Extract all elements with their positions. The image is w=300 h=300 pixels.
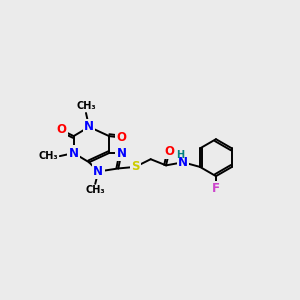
Text: CH₃: CH₃ — [39, 151, 58, 161]
Text: CH₃: CH₃ — [76, 101, 96, 112]
Text: O: O — [164, 145, 174, 158]
Text: O: O — [116, 131, 126, 144]
Text: S: S — [131, 160, 140, 173]
Text: H: H — [176, 150, 184, 160]
Text: N: N — [93, 165, 103, 178]
Text: CH₃: CH₃ — [85, 185, 105, 195]
Text: N: N — [84, 120, 94, 134]
Text: O: O — [56, 123, 66, 136]
Text: N: N — [116, 146, 126, 160]
Text: N: N — [178, 156, 188, 169]
Text: F: F — [212, 182, 220, 195]
Text: N: N — [69, 146, 79, 160]
